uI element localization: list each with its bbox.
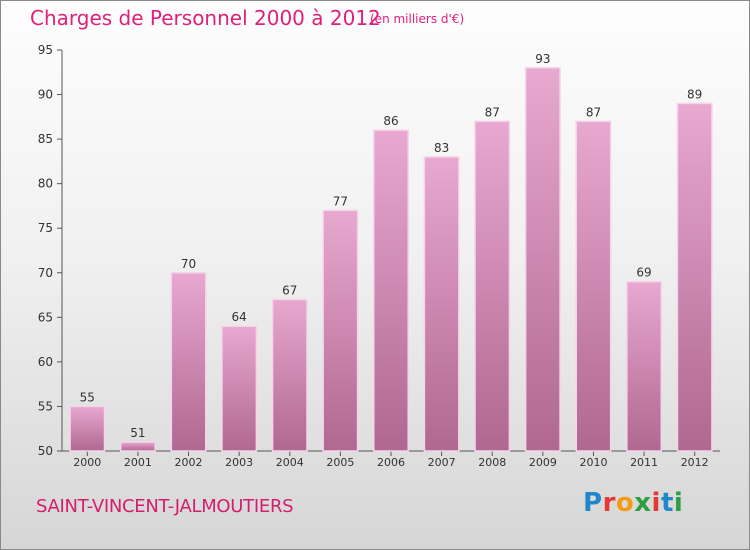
x-tick-label: 2004 bbox=[276, 456, 304, 469]
y-tick-label: 60 bbox=[38, 355, 53, 369]
chart-unit: (en milliers d'€) bbox=[370, 12, 465, 26]
y-tick-label: 90 bbox=[38, 88, 53, 102]
bar bbox=[69, 405, 106, 452]
logo-letter: o bbox=[615, 488, 635, 518]
logo-letter: t bbox=[660, 488, 674, 518]
x-tick-label: 2008 bbox=[478, 456, 506, 469]
data-label: 87 bbox=[485, 105, 500, 119]
y-tick-label: 95 bbox=[38, 43, 53, 57]
bar bbox=[626, 280, 663, 452]
bar bbox=[271, 298, 308, 452]
bar bbox=[575, 120, 612, 452]
bar bbox=[423, 156, 460, 452]
chart-title: Charges de Personnel 2000 à 2012 bbox=[30, 6, 381, 30]
data-label: 51 bbox=[130, 426, 145, 440]
data-label: 69 bbox=[636, 266, 651, 280]
y-tick-label: 85 bbox=[38, 132, 53, 146]
bar bbox=[524, 67, 561, 452]
data-label: 87 bbox=[586, 105, 601, 119]
proxiti-logo: Proxiti bbox=[583, 488, 683, 518]
x-tick-label: 2010 bbox=[579, 456, 607, 469]
commune-name: SAINT-VINCENT-JALMOUTIERS bbox=[36, 496, 294, 517]
data-label: 83 bbox=[434, 141, 449, 155]
data-label: 86 bbox=[383, 114, 398, 128]
bar bbox=[119, 441, 156, 452]
bars bbox=[69, 67, 713, 452]
logo-letter: i bbox=[651, 488, 661, 518]
data-label: 89 bbox=[687, 87, 702, 101]
bar bbox=[322, 209, 359, 452]
data-label: 93 bbox=[535, 52, 550, 66]
x-tick-label: 2002 bbox=[175, 456, 203, 469]
x-tick-label: 2000 bbox=[73, 456, 101, 469]
bar bbox=[170, 272, 207, 452]
y-tick-label: 75 bbox=[38, 221, 53, 235]
x-tick-label: 2011 bbox=[630, 456, 658, 469]
bar bbox=[676, 102, 713, 452]
logo-letter: r bbox=[602, 488, 616, 518]
x-tick-label: 2006 bbox=[377, 456, 405, 469]
data-label: 64 bbox=[232, 310, 247, 324]
x-tick-label: 2012 bbox=[681, 456, 709, 469]
x-tick-label: 2009 bbox=[529, 456, 557, 469]
bar bbox=[373, 129, 409, 452]
y-tick-label: 80 bbox=[38, 177, 53, 191]
y-tick-label: 65 bbox=[38, 310, 53, 324]
bar bbox=[221, 325, 258, 452]
data-label: 67 bbox=[282, 284, 297, 298]
bar-labels: 55 51 70 64 67 77 86 83 87 93 87 69 89 bbox=[80, 52, 703, 440]
logo-letter: i bbox=[673, 488, 684, 518]
logo-letter: P bbox=[583, 488, 603, 518]
x-tick-label: 2003 bbox=[225, 456, 253, 469]
y-tick-label: 50 bbox=[38, 444, 53, 458]
bar bbox=[474, 120, 511, 452]
logo-letter: x bbox=[634, 488, 652, 518]
data-label: 55 bbox=[80, 390, 95, 404]
data-label: 70 bbox=[181, 257, 196, 271]
y-tick-label: 70 bbox=[38, 266, 53, 280]
data-label: 77 bbox=[333, 194, 348, 208]
x-tick-label: 2007 bbox=[428, 456, 456, 469]
x-tick-label: 2001 bbox=[124, 456, 152, 469]
y-tick-label: 55 bbox=[38, 399, 53, 413]
x-tick-label: 2005 bbox=[326, 456, 354, 469]
